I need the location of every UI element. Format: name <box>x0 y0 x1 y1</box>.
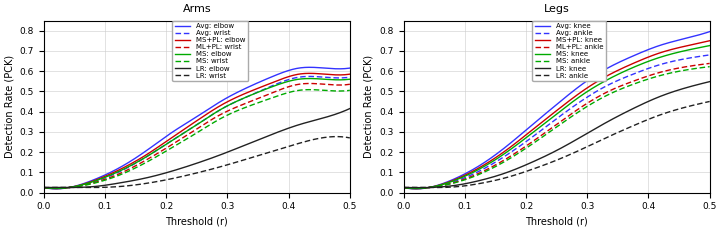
Title: Legs: Legs <box>544 4 570 14</box>
Y-axis label: Detection Rate (PCK): Detection Rate (PCK) <box>4 55 14 158</box>
Legend: Avg: elbow, Avg: wrist, MS+PL: elbow, ML+PL: wrist, MS: elbow, MS: wrist, LR: el: Avg: elbow, Avg: wrist, MS+PL: elbow, ML… <box>172 21 248 81</box>
Title: Arms: Arms <box>182 4 211 14</box>
X-axis label: Threshold (r): Threshold (r) <box>165 217 229 227</box>
Legend: Avg: knee, Avg: ankle, MS+PL: knee, ML+PL: ankle, MS: knee, MS: ankle, LR: knee,: Avg: knee, Avg: ankle, MS+PL: knee, ML+P… <box>532 21 606 81</box>
Y-axis label: Detection Rate (PCK): Detection Rate (PCK) <box>364 55 374 158</box>
X-axis label: Threshold (r): Threshold (r) <box>526 217 588 227</box>
